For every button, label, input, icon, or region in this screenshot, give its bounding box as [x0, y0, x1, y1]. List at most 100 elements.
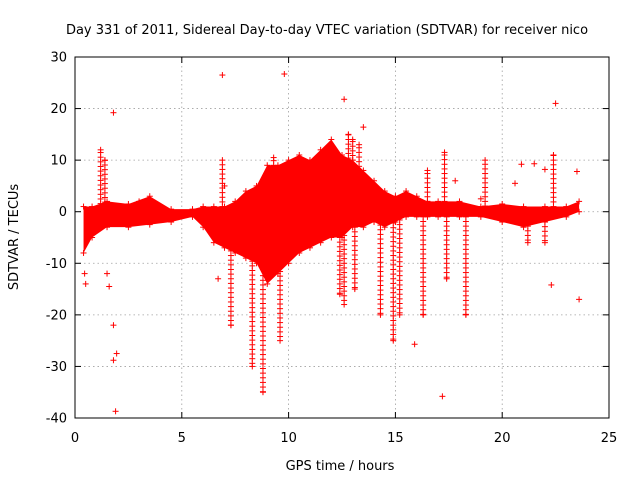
- outlier-point: [360, 124, 367, 131]
- band-edge-point: [403, 188, 410, 195]
- band-edge-point: [104, 224, 111, 231]
- outlier-point: [219, 72, 226, 79]
- outlier-point: [136, 198, 143, 205]
- outlier-point: [341, 96, 348, 103]
- x-axis-label: GPS time / hours: [286, 459, 395, 474]
- band-edge-point: [424, 213, 431, 220]
- outlier-point: [113, 350, 120, 357]
- band-edge-point: [392, 193, 399, 200]
- y-tick-label: 20: [50, 102, 67, 117]
- band-edge-point: [477, 213, 484, 220]
- dip-point: [390, 337, 397, 344]
- band-edge-point: [339, 234, 345, 241]
- x-tick-label: 20: [494, 431, 511, 446]
- band-edge-point: [328, 234, 335, 241]
- outlier-point: [552, 100, 559, 107]
- band-edge-point: [285, 260, 292, 267]
- band-edge-point: [221, 203, 228, 210]
- band-edge-point: [306, 157, 313, 164]
- band-edge-point: [253, 182, 260, 189]
- band-edge-point: [189, 206, 196, 213]
- band-edge-point: [89, 234, 96, 241]
- band-edge-point: [541, 203, 548, 210]
- x-tick-label: 15: [387, 431, 404, 446]
- dip-point: [541, 239, 548, 246]
- outlier-point: [411, 341, 418, 348]
- outlier-point: [104, 270, 111, 277]
- band-edge-point: [424, 198, 431, 205]
- band-edge-point: [232, 198, 239, 205]
- spike-point: [97, 146, 104, 153]
- band-edge-point: [264, 162, 271, 169]
- band-edge-point: [360, 224, 367, 231]
- band-edge-point: [264, 280, 271, 287]
- outlier-point: [518, 161, 525, 168]
- band-edge-point: [146, 221, 153, 228]
- plot-frame: [74, 56, 610, 419]
- x-tick-label: 5: [178, 431, 186, 446]
- band-edge-point: [435, 213, 442, 220]
- outlier-point: [221, 182, 228, 189]
- band-edge-point: [349, 224, 356, 231]
- spike-point: [101, 157, 108, 164]
- band-edge-point: [242, 255, 249, 262]
- dip-point: [377, 311, 384, 318]
- y-axis-label: SDTVAR / TECUs: [7, 184, 22, 291]
- outlier-point: [576, 296, 583, 303]
- band-edge-point: [456, 213, 463, 220]
- band-edge-point: [296, 151, 303, 158]
- dip-point: [443, 275, 450, 282]
- x-tick-label: 25: [601, 431, 618, 446]
- band-edge-point: [274, 270, 281, 277]
- outlier-point: [112, 408, 119, 415]
- band-edge-point: [306, 244, 313, 251]
- chart-title: Day 331 of 2011, Sidereal Day-to-day VTE…: [66, 23, 588, 38]
- band-edge-point: [168, 219, 175, 226]
- outlier-point: [110, 109, 117, 116]
- outlier-point: [573, 168, 580, 175]
- band-edge-point: [125, 224, 132, 231]
- band-edge-point: [392, 219, 399, 226]
- band-edge-point: [456, 198, 463, 205]
- y-tick-label: 0: [59, 205, 67, 220]
- y-tick-label: -20: [46, 308, 67, 323]
- band-edge-point: [328, 136, 335, 143]
- spike-point: [424, 167, 431, 174]
- spike-point: [270, 154, 277, 161]
- band-edge-point: [349, 157, 356, 164]
- dip-point: [462, 311, 469, 318]
- band-edge-point: [296, 249, 303, 256]
- band-edge-point: [125, 200, 132, 207]
- dip-point: [249, 363, 256, 370]
- y-tick-label: -40: [46, 412, 67, 427]
- band-edge-point: [80, 249, 87, 256]
- spike-point: [345, 131, 352, 138]
- dip-point: [259, 389, 266, 396]
- band-edge-point: [371, 219, 378, 226]
- band-edge-point: [520, 224, 527, 231]
- outlier-point: [512, 180, 519, 187]
- band-edge-point: [80, 203, 87, 210]
- y-tick-label: -10: [46, 257, 67, 272]
- band-edge-point: [339, 151, 345, 158]
- dip-point: [277, 337, 284, 344]
- y-tick-label: 10: [50, 154, 67, 169]
- band-edge-point: [200, 203, 207, 210]
- outlier-point: [215, 275, 222, 282]
- band-edge-point: [499, 219, 506, 226]
- x-tick-label: 0: [71, 431, 79, 446]
- axis-ticks: 0 5 10 15 20 25 30 20 10 0 -10 -20 -30 -40: [46, 51, 618, 447]
- band-edge-point: [89, 203, 96, 210]
- band-edge-point: [168, 206, 175, 213]
- band-edge-point: [210, 203, 217, 210]
- outlier-point: [106, 283, 113, 290]
- band-edge-point: [253, 260, 260, 267]
- y-tick-label: -30: [46, 360, 67, 375]
- band-edge-point: [563, 213, 570, 220]
- band-edge-point: [499, 200, 506, 207]
- outlier-point: [82, 280, 89, 287]
- band-edge-point: [242, 188, 249, 195]
- band-edge-point: [520, 203, 527, 210]
- band-edge-point: [285, 157, 292, 164]
